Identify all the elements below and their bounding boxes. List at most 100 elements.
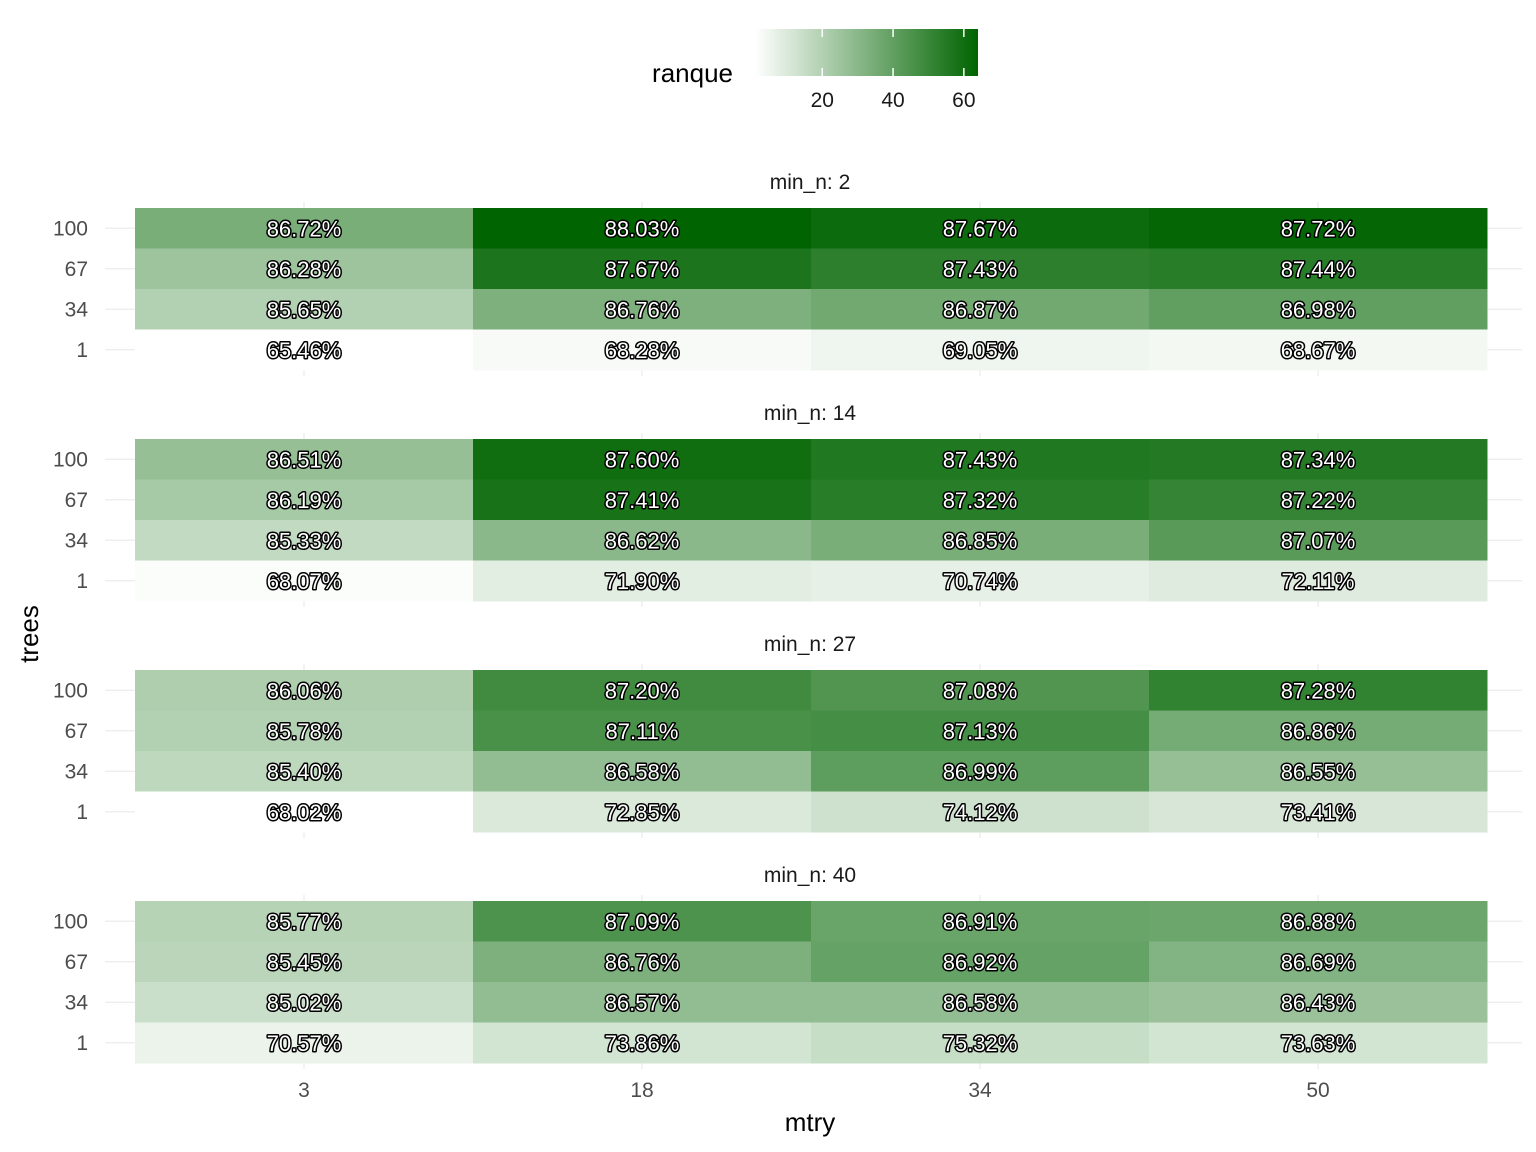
heatmap-cell [473, 791, 812, 833]
cell-data-label: 86.58% [605, 759, 680, 784]
heatmap-cell [811, 1022, 1150, 1064]
heatmap-cell [473, 982, 812, 1023]
cell-data-label: 72.11% [1282, 569, 1355, 594]
y-tick-label: 34 [65, 298, 89, 321]
cell-data-label: 86.57% [605, 990, 680, 1015]
cell-data-label: 69.05% [943, 338, 1018, 363]
heatmap-cell [811, 329, 1150, 371]
legend-tick-label: 20 [811, 89, 834, 112]
x-tick-label: 50 [1306, 1079, 1329, 1102]
legend-colorbar [755, 29, 978, 76]
cell-data-label: 73.86% [605, 1031, 680, 1056]
cell-data-label: 86.85% [943, 528, 1018, 553]
heatmap-cell [811, 248, 1150, 290]
legend-tick-label: 60 [952, 89, 975, 112]
heatmap-cell [811, 982, 1150, 1023]
cell-data-label: 86.92% [943, 950, 1018, 975]
heatmap-cell [473, 901, 812, 942]
heatmap-cell [135, 982, 474, 1023]
x-tick-label: 3 [298, 1079, 310, 1102]
cell-data-label: 86.06% [267, 678, 342, 703]
cell-data-label: 86.91% [943, 909, 1018, 934]
cell-data-label: 86.72% [267, 216, 342, 241]
heatmap-cell [135, 520, 474, 561]
heatmap-cell [1149, 982, 1488, 1023]
heatmap-cell [811, 479, 1150, 521]
heatmap-cell [811, 710, 1150, 752]
heatmap-cell [811, 901, 1150, 942]
heatmap-cell [135, 751, 474, 792]
heatmap-cell [1149, 941, 1488, 983]
heatmap-cell [135, 1022, 474, 1064]
y-tick-label: 67 [65, 258, 88, 281]
heatmap-cell [135, 791, 474, 833]
y-tick-label: 100 [53, 217, 88, 240]
heatmap-cell [1149, 901, 1488, 942]
cell-data-label: 85.65% [267, 297, 342, 322]
cell-data-label: 86.58% [943, 990, 1018, 1015]
heatmap-cell [811, 791, 1150, 833]
heatmap-cell [1149, 1022, 1488, 1064]
cell-data-label: 87.43% [943, 447, 1018, 472]
cell-data-label: 75.32% [943, 1031, 1018, 1056]
cell-data-label: 85.40% [267, 759, 342, 784]
heatmap-cell [1149, 329, 1488, 371]
heatmap-cell [811, 439, 1150, 480]
heatmap-cell [1149, 710, 1488, 752]
cell-data-label: 70.74% [943, 569, 1018, 594]
heatmap-cell [1149, 520, 1488, 561]
cell-data-label: 87.28% [1281, 678, 1356, 703]
cell-data-label: 87.09% [605, 909, 680, 934]
cell-data-label: 87.72% [1281, 216, 1356, 241]
cell-data-label: 72.85% [605, 800, 680, 825]
heatmap-cell [135, 941, 474, 983]
heatmap-cell [135, 439, 474, 480]
heatmap-cell [473, 710, 812, 752]
heatmap-cell [1149, 439, 1488, 480]
heatmap-cell [811, 941, 1150, 983]
cell-data-label: 86.87% [943, 297, 1018, 322]
heatmap-cell [473, 289, 812, 330]
facet-panel: min_n: 27 100 86.06% 87.20% 87.08% 87.28% 67 85… [53, 633, 1522, 838]
legend-title: ranque [652, 58, 733, 88]
cell-data-label: 87.44% [1281, 257, 1356, 282]
cell-data-label: 87.08% [943, 678, 1018, 703]
cell-data-label: 87.60% [605, 447, 680, 472]
cell-data-label: 86.98% [1281, 297, 1356, 322]
x-axis: 3 18 34 50 [298, 1079, 1330, 1102]
facet-panel: min_n: 2 100 86.72% 88.03% 87.67% 87.72% 67 86.… [53, 171, 1522, 376]
heatmap-cell [135, 560, 474, 602]
heatmap-cell [135, 479, 474, 521]
cell-data-label: 86.55% [1281, 759, 1356, 784]
heatmap-cell [1149, 670, 1488, 711]
heatmap-cell [1149, 560, 1488, 602]
cell-data-label: 68.67% [1281, 338, 1356, 363]
cell-data-label: 86.62% [605, 528, 680, 553]
heatmap-cell [135, 289, 474, 330]
heatmap-cell [1149, 248, 1488, 290]
heatmap-cell [473, 208, 812, 249]
cell-data-label: 87.13% [943, 719, 1018, 744]
heatmap-cell [1149, 289, 1488, 330]
cell-data-label: 87.43% [943, 257, 1018, 282]
cell-data-label: 87.41% [605, 488, 680, 513]
heatmap-cell [473, 248, 812, 290]
heatmap-cell [135, 710, 474, 752]
cell-data-label: 87.22% [1281, 488, 1356, 513]
heatmap-cell [135, 901, 474, 942]
facet-strip-label: min_n: 2 [770, 171, 851, 194]
cell-data-label: 71.90% [605, 569, 680, 594]
facet-strip-label: min_n: 27 [764, 633, 856, 656]
cell-data-label: 85.02% [267, 990, 342, 1015]
heatmap-cell [1149, 479, 1488, 521]
cell-data-label: 86.19% [267, 488, 342, 513]
cell-data-label: 85.33% [267, 528, 342, 553]
y-tick-label: 67 [65, 720, 88, 743]
heatmap-cell [473, 751, 812, 792]
cell-data-label: 87.11% [606, 719, 679, 744]
cell-data-label: 86.88% [1281, 909, 1356, 934]
heatmap-cell [473, 1022, 812, 1064]
cell-data-label: 86.43% [1281, 990, 1356, 1015]
cell-data-label: 85.78% [267, 719, 342, 744]
cell-data-label: 85.77% [267, 909, 342, 934]
